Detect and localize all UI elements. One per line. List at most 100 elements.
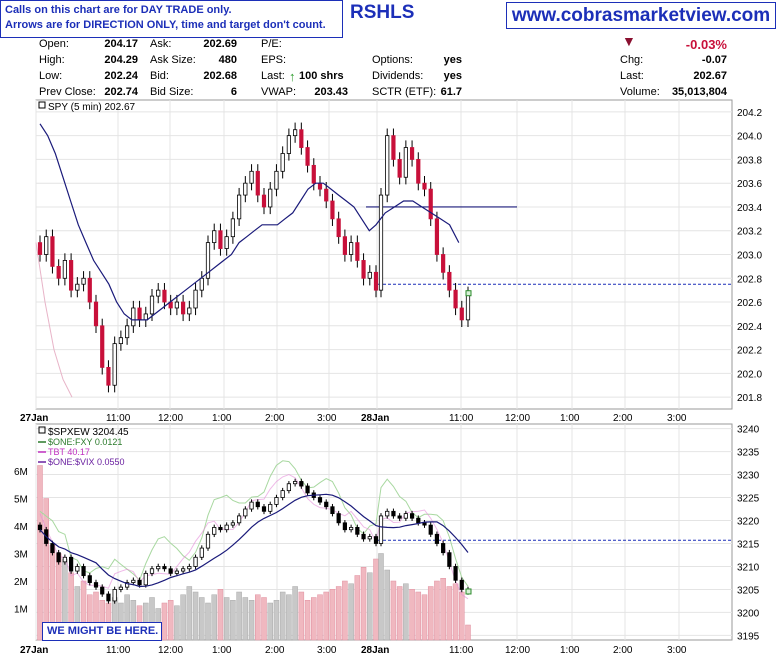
candle [324, 501, 329, 508]
y-tick-label: 3230 [737, 471, 760, 482]
candle [199, 547, 204, 558]
y-tick-label: 3235 [737, 448, 760, 459]
low-value: 202.24 [104, 70, 138, 82]
last2-value: 202.67 [693, 70, 727, 82]
candle [397, 515, 402, 519]
candle [125, 325, 130, 339]
candle [205, 242, 211, 279]
volume-bar [205, 602, 211, 641]
candle [305, 485, 310, 494]
candle [87, 575, 92, 583]
candle [336, 513, 341, 524]
candle [416, 517, 421, 524]
candle [409, 147, 415, 160]
volume-bar [348, 583, 354, 641]
candle [434, 533, 440, 544]
last-price-marker [465, 588, 472, 595]
volume-bar [192, 591, 199, 641]
candle [465, 293, 471, 321]
bid-label: Bid: [150, 70, 169, 82]
candle [403, 147, 408, 178]
volume-bar [180, 594, 186, 641]
long-moving-average [35, 242, 73, 398]
candle [44, 236, 49, 255]
candle [162, 566, 167, 570]
volume-bar [304, 600, 311, 641]
candle [447, 271, 452, 291]
volume-bar [211, 594, 217, 641]
candle [93, 301, 99, 327]
volume-bar [186, 586, 193, 641]
candle [149, 295, 155, 315]
candle [403, 513, 408, 519]
volume-bar [335, 586, 342, 641]
prev-close-label: Prev Close: [39, 86, 96, 98]
ask-label: Ask: [150, 38, 172, 50]
volume-bar [167, 600, 174, 641]
x-tick-label: 28Jan [361, 413, 389, 424]
candle [378, 194, 384, 291]
candle [100, 586, 105, 595]
x-tick-label: 12:00 [158, 413, 183, 424]
candle [205, 533, 211, 549]
panel-title: $SPXEW 3204.45 [48, 427, 129, 438]
site-banner[interactable]: www.cobrasmarketview.com [506, 2, 776, 29]
volume-bar [267, 602, 273, 641]
candle [299, 481, 304, 487]
candle [299, 129, 304, 148]
chg-label: Chg: [620, 54, 644, 66]
volume-bar [421, 594, 428, 641]
x-tick-label: 12:00 [158, 645, 183, 656]
open-label: Open: [39, 38, 69, 50]
candle [255, 170, 260, 196]
x-tick-label: 11:00 [106, 413, 131, 424]
volume-bar [161, 602, 168, 641]
volume-bar [255, 594, 261, 641]
volume-tick-label: 5M [14, 495, 28, 506]
high-value: 204.29 [104, 54, 138, 66]
ask-size-label: Ask Size: [150, 54, 196, 66]
volume-bar [329, 589, 336, 641]
last-size-value: 100 shrs [299, 70, 344, 82]
candle [174, 301, 179, 309]
candle [162, 289, 167, 303]
candle [81, 277, 86, 285]
volume-label: Volume: [620, 86, 660, 98]
candle [342, 522, 347, 531]
volume-bar [199, 597, 205, 641]
volume-bar [323, 591, 329, 641]
percent-change-value: -0.03% [685, 37, 727, 52]
candle [330, 200, 335, 220]
y-tick-label: 3220 [737, 517, 760, 528]
annotation-stamp: WE MIGHT BE HERE. [42, 622, 162, 641]
candle [237, 515, 242, 524]
candle [37, 524, 43, 531]
candle [218, 230, 223, 249]
candle [75, 566, 80, 572]
y-tick-label: 203.2 [737, 227, 762, 238]
candle [280, 153, 285, 172]
down-triangle-icon: ▼ [622, 33, 636, 49]
candle [317, 497, 323, 503]
candle [293, 481, 298, 485]
legend-swatch [38, 426, 46, 434]
volume-bar [273, 600, 280, 641]
volume-bar [286, 594, 292, 641]
disclaimer-line-1: Calls on this chart are for DAY TRADE on… [5, 4, 232, 16]
volume-bar [367, 572, 373, 641]
candle [243, 508, 248, 517]
candle [391, 135, 396, 160]
candle [286, 483, 291, 492]
y-tick-label: 202.6 [737, 298, 762, 309]
candle [143, 572, 148, 586]
legend-swatch [38, 101, 46, 109]
y-tick-label: 3215 [737, 539, 760, 550]
volume-bar [317, 594, 323, 641]
candle [156, 289, 161, 297]
candle [62, 556, 67, 563]
volume-bar [354, 575, 361, 641]
vwap-value: 203.43 [314, 86, 348, 98]
candle [422, 522, 427, 526]
candle [459, 579, 464, 590]
